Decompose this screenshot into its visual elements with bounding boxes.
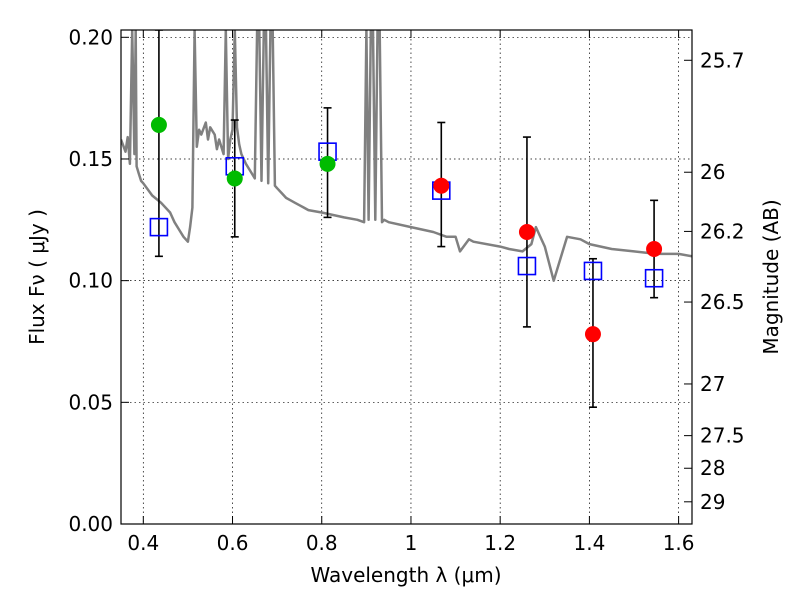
x-axis-title: Wavelength λ (μm) [310, 563, 501, 587]
data-point [518, 223, 535, 240]
y2-tick-label: 27.5 [700, 424, 745, 448]
data-layer [121, 30, 692, 408]
data-point [433, 177, 450, 194]
y2-tick-label: 27 [700, 372, 725, 396]
x-tick-label: 1.2 [484, 531, 516, 555]
x-tick-label: 0.6 [217, 531, 249, 555]
y-tick-label: 0.20 [68, 25, 113, 49]
y2-tick-label: 29 [700, 490, 725, 514]
model-square-marker [644, 268, 664, 288]
model-spectrum-line [121, 30, 692, 282]
y-axis-title: Flux Fν ( μJy ) [25, 209, 49, 345]
y2-tick-label: 26.5 [700, 290, 745, 314]
grid [121, 30, 692, 525]
y2-tick-label: 28 [700, 456, 725, 480]
y2-tick-label: 26.2 [700, 219, 745, 243]
data-point [226, 170, 243, 187]
x-tick-label: 1 [405, 531, 418, 555]
data-point [150, 116, 167, 133]
model-square-marker [149, 217, 169, 237]
x-tick-label: 1.4 [573, 531, 605, 555]
y-tick-label: 0.10 [68, 269, 113, 293]
x-tick-label: 0.8 [306, 531, 338, 555]
x-tick-label: 1.6 [663, 531, 695, 555]
data-point [319, 155, 336, 172]
axes: 0.4 0.6 0.8 1 1.2 1.4 1.6 0.00 0.05 0.10 0.15 0.20 2… [68, 25, 744, 555]
y2-axis-title: Magnitude (AB) [759, 199, 783, 354]
plot-frame [120, 29, 693, 525]
model-square-marker [517, 256, 537, 276]
data-point [584, 326, 601, 343]
y-tick-label: 0.00 [68, 512, 113, 536]
model-square-marker [583, 261, 603, 281]
y2-tick-label: 26 [700, 160, 725, 184]
x-tick-label: 0.4 [127, 531, 159, 555]
y-tick-label: 0.15 [68, 147, 113, 171]
data-point [646, 241, 663, 258]
y2-tick-label: 25.7 [700, 48, 745, 72]
y-tick-label: 0.05 [68, 390, 113, 414]
